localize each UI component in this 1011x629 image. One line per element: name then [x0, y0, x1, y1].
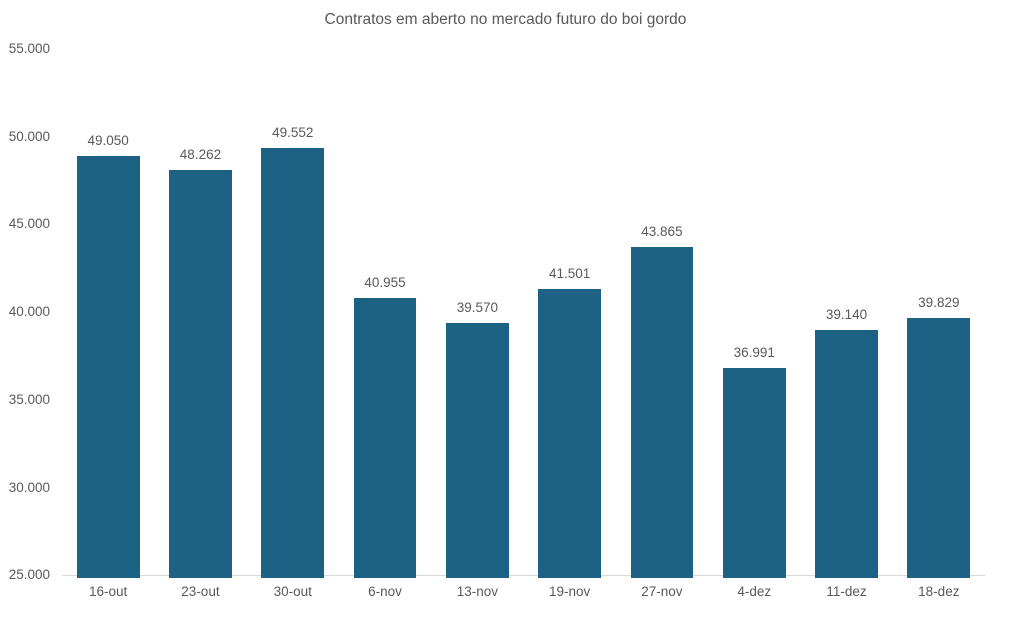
bar — [907, 318, 971, 578]
x-axis-label: 18-dez — [918, 584, 960, 599]
y-tick-label: 25.000 — [8, 567, 50, 583]
bar-group: 49.050 — [62, 49, 154, 578]
x-axis-label: 13-nov — [456, 584, 498, 599]
bar — [445, 322, 509, 578]
x-axis-label: 4-dez — [737, 584, 772, 599]
bar-value-label: 41.501 — [548, 265, 591, 281]
bar-value-label: 39.140 — [825, 307, 868, 323]
chart-title: Contratos em aberto no mercado futuro do… — [324, 11, 687, 28]
y-tick-label: 55.000 — [8, 41, 50, 56]
x-axis-label: 11-dez — [826, 584, 867, 599]
bar — [353, 298, 417, 578]
x-axis-label: 19-nov — [548, 584, 591, 599]
bar-value-label: 48.262 — [179, 147, 222, 163]
x-axis-label: 16-out — [89, 584, 128, 599]
bar-group: 39.829 — [893, 49, 985, 578]
x-axis-label: 27-nov — [641, 584, 683, 599]
bar-group: 49.552 — [247, 49, 339, 578]
bar — [261, 147, 325, 578]
bar-group: 40.955 — [339, 49, 431, 578]
y-tick-label: 35.000 — [8, 391, 50, 407]
bar-value-label: 43.865 — [641, 224, 683, 240]
bar — [630, 247, 694, 578]
bar-group: 41.501 — [523, 49, 615, 578]
bar-value-label: 36.991 — [733, 344, 775, 360]
y-tick-label: 45.000 — [8, 216, 50, 232]
bar-group: 36.991 — [708, 49, 800, 578]
bar-group: 43.865 — [616, 49, 708, 578]
bar — [722, 367, 786, 578]
bar — [169, 170, 232, 578]
x-axis-label: 6-nov — [368, 584, 402, 599]
x-axis-label: 23-out — [181, 584, 220, 599]
y-tick-label: 50.000 — [8, 128, 50, 144]
bar-value-label: 39.829 — [918, 295, 960, 310]
plot-area: 49.050 48.262 49.552 40.955 39.570 41.501 43.8… — [62, 49, 985, 578]
x-axis-label: 30-out — [273, 584, 312, 599]
bar — [76, 156, 140, 578]
bar-group: 48.262 — [154, 49, 246, 578]
bar-value-label: 39.570 — [456, 299, 498, 315]
bar-value-label: 49.552 — [272, 124, 314, 140]
bar — [815, 330, 878, 578]
bar-group: 39.570 — [431, 49, 523, 578]
bar-value-label: 40.955 — [364, 275, 406, 291]
y-axis: 55.000 50.000 45.000 40.000 35.000 30.000 25.0… — [0, 0, 52, 629]
bar-value-label: 49.050 — [87, 133, 129, 149]
y-tick-label: 40.000 — [8, 304, 50, 320]
y-tick-label: 30.000 — [8, 479, 50, 495]
x-axis: 16-out 23-out 30-out 6-nov 13-nov 19-nov 27-no… — [62, 584, 985, 599]
bar — [538, 288, 601, 578]
bar-group: 39.140 — [800, 49, 892, 578]
